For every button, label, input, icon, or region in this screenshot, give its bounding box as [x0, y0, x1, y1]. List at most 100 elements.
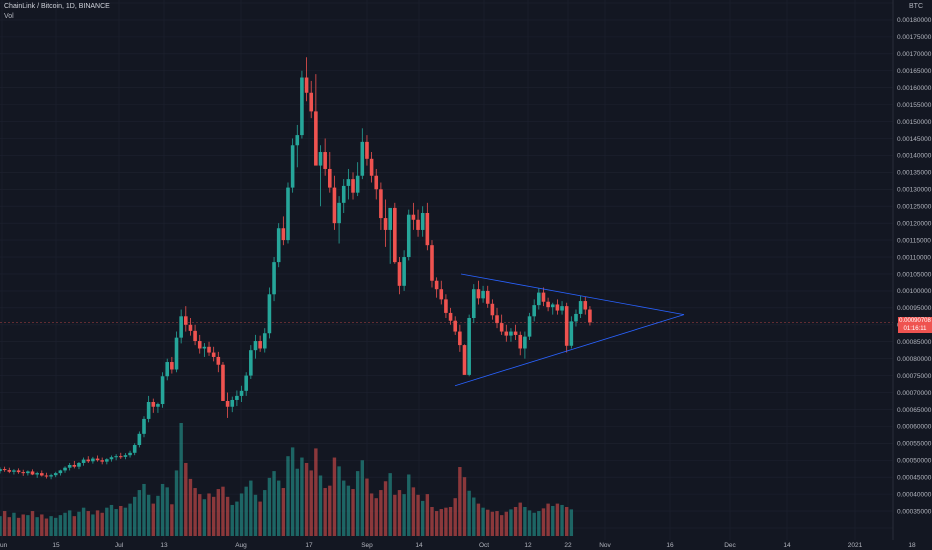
candle-body	[207, 346, 211, 353]
candle	[77, 461, 81, 470]
volume-bar	[467, 490, 471, 536]
candle-body	[379, 189, 383, 219]
volume-bar	[263, 490, 267, 536]
candle	[58, 469, 63, 476]
date-tick-label: 14	[783, 542, 791, 549]
volume-bar	[527, 510, 532, 536]
candle	[458, 324, 462, 352]
candle	[541, 287, 546, 307]
volume-bar	[133, 496, 137, 536]
volume-bar	[198, 494, 202, 536]
candle-body	[365, 141, 369, 159]
candle-body	[355, 175, 360, 193]
price-tick-label: 0.00115000	[897, 237, 931, 244]
volume-bar	[323, 488, 327, 536]
price-tick-label: 0.00100000	[897, 288, 932, 295]
volume-bar	[58, 515, 63, 536]
candle-body	[323, 152, 327, 169]
candle	[160, 372, 165, 408]
candle-body	[541, 292, 546, 302]
price-tick-label: 0.00160000	[897, 85, 932, 92]
candle-body	[527, 316, 532, 337]
candle-body	[393, 207, 397, 263]
candle-body	[188, 324, 193, 331]
volume-bar	[146, 494, 151, 536]
candle-body	[211, 352, 216, 357]
date-tick-label: Nov	[599, 542, 611, 549]
candle	[123, 453, 128, 460]
time-axis[interactable]: Jun 15 Jul 13 Aug 17 Sep 14 Oct 12 22 Nov 16 Dec 14 202…	[0, 542, 916, 549]
candle	[244, 372, 248, 396]
candle-body	[351, 179, 355, 193]
candle	[67, 462, 72, 471]
candle-body	[346, 179, 351, 186]
candle	[118, 452, 123, 459]
volume-bar	[295, 468, 299, 536]
volume-bar	[355, 471, 360, 536]
candle	[476, 280, 481, 305]
volume-bar	[472, 497, 476, 536]
price-tick-label: 0.00065000	[897, 407, 932, 414]
candle	[578, 295, 583, 318]
candle-body	[588, 309, 592, 323]
volume-bar	[216, 489, 221, 536]
volume-bar	[290, 447, 295, 536]
volume-bar	[509, 509, 513, 536]
candle-body	[262, 333, 267, 349]
volume-bar	[202, 499, 207, 536]
candle-body	[267, 294, 272, 334]
candle	[184, 306, 188, 332]
volume-bar	[114, 509, 118, 536]
candle	[12, 469, 16, 475]
candle	[374, 168, 379, 200]
price-axis[interactable]: 0.00035000 0.00040000 0.00045000 0.00050000…	[892, 0, 932, 540]
volume-bar	[342, 480, 346, 536]
candle-body	[458, 331, 462, 346]
date-tick-label: Dec	[724, 542, 736, 549]
candle	[332, 175, 337, 230]
candle-body	[453, 320, 458, 332]
volume-bar	[346, 485, 351, 536]
candle-body	[58, 470, 63, 474]
candle	[490, 299, 495, 320]
candle	[546, 297, 550, 312]
volume-bar	[193, 488, 197, 536]
candle	[583, 297, 588, 315]
candle-body	[123, 455, 128, 457]
volume-bar	[151, 503, 155, 536]
candle	[26, 470, 30, 476]
volume-bar	[523, 507, 527, 536]
candle-body	[114, 456, 118, 458]
candle-body	[546, 301, 550, 308]
price-tick-label: 0.00095000	[897, 305, 932, 312]
volume-bar	[383, 481, 388, 536]
volume-bar	[235, 501, 239, 536]
volume-bar	[476, 503, 481, 536]
volume-bar	[486, 509, 490, 536]
volume-bar	[21, 514, 25, 536]
candle-body	[518, 334, 523, 349]
candle-body	[341, 185, 346, 203]
volume-bar	[365, 478, 369, 536]
volume-bar	[374, 498, 378, 536]
candle	[128, 450, 132, 458]
candle	[221, 362, 225, 401]
candle	[560, 301, 564, 315]
candle	[495, 307, 499, 329]
triangle-pattern	[454, 273, 685, 387]
volume-bar	[277, 480, 281, 536]
candle-body	[406, 214, 411, 258]
candle-body	[230, 399, 235, 407]
date-tick-label: Jun	[0, 542, 8, 549]
price-tick-label: 0.00070000	[897, 390, 932, 397]
candle	[95, 455, 100, 462]
candle-body	[272, 262, 276, 295]
volume-indicator-label[interactable]: Vol	[4, 13, 14, 20]
candle	[7, 467, 12, 474]
candle-body	[397, 262, 402, 286]
candle-body	[509, 331, 513, 336]
candle	[193, 324, 197, 346]
candle-body	[202, 346, 207, 349]
volume-bar	[541, 508, 546, 536]
